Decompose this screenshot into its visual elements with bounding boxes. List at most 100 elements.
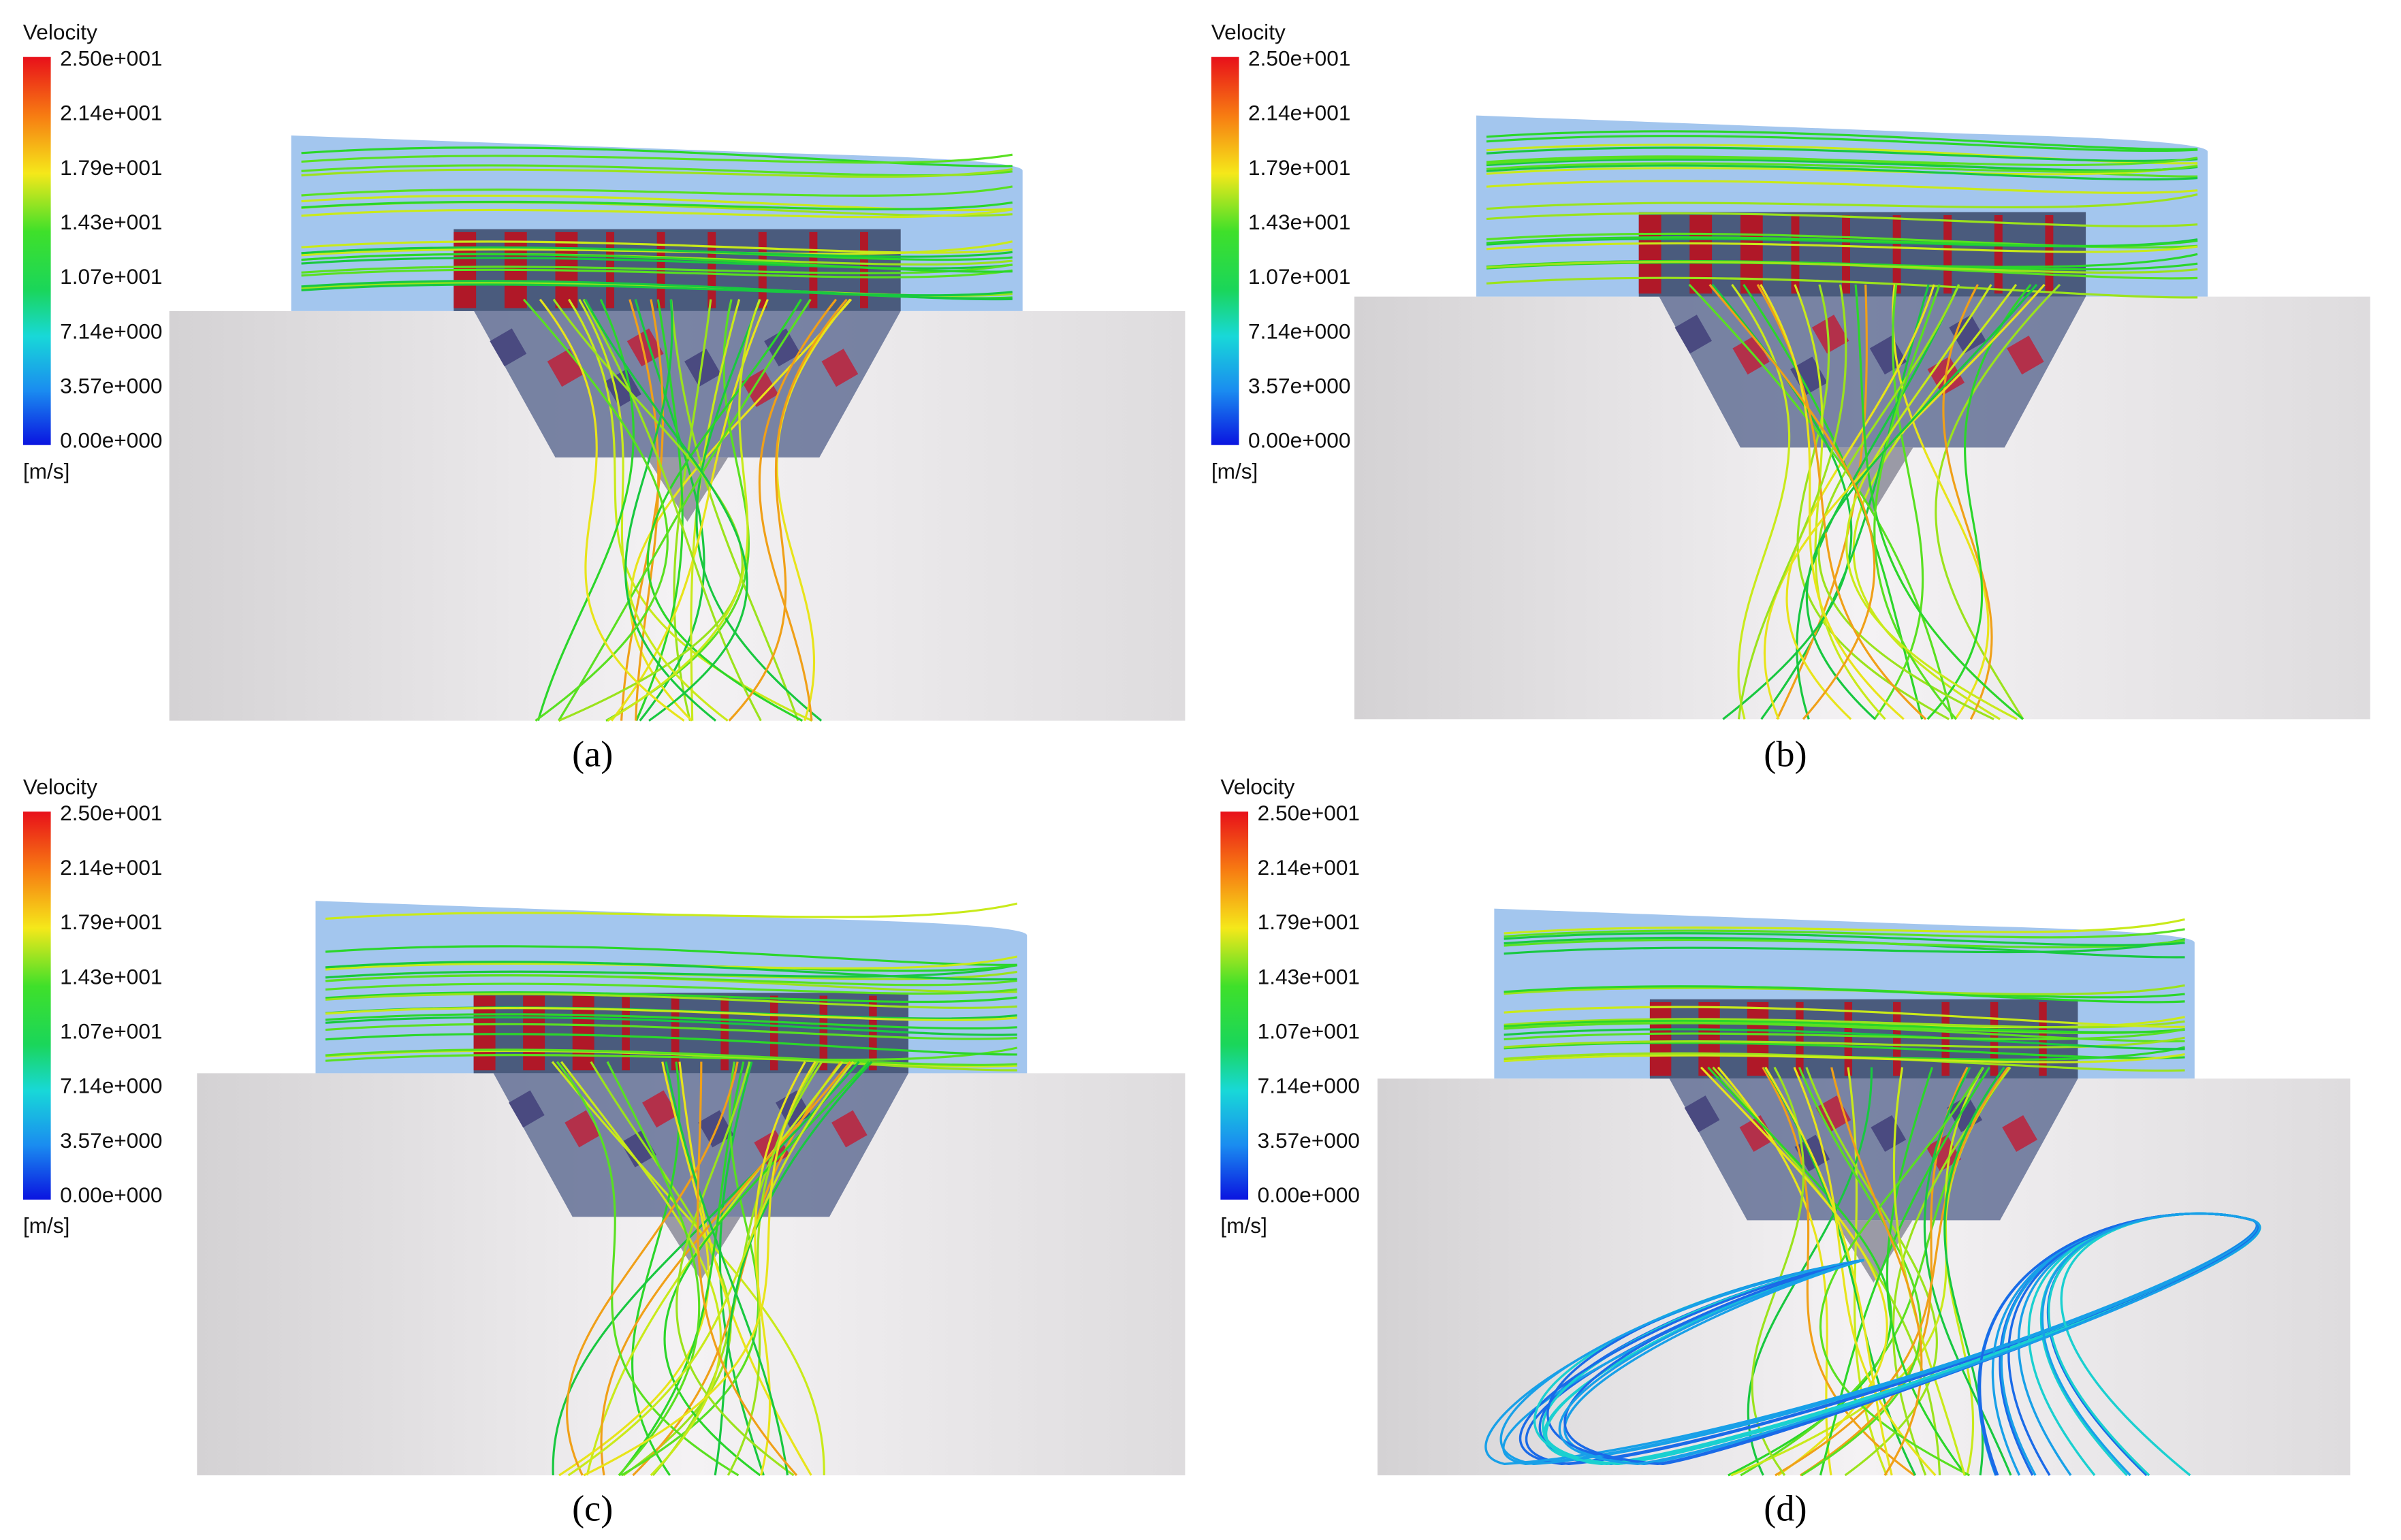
panel-label: (c) — [572, 1488, 613, 1529]
legend-tick-label: 7.14e+000 — [1258, 1074, 1360, 1098]
streamline — [1737, 284, 1847, 720]
cone-vane — [490, 328, 527, 367]
streamline — [539, 298, 685, 722]
streamline — [678, 1061, 812, 1476]
cone-vane — [642, 1090, 678, 1128]
streamline — [1504, 1042, 2185, 1059]
vane — [758, 231, 767, 308]
streamline — [1845, 284, 2018, 720]
streamline — [665, 1061, 789, 1476]
streamline — [754, 1061, 806, 1476]
cone-vane — [1739, 1114, 1775, 1152]
streamline — [1708, 283, 1876, 720]
streamline — [325, 1033, 1017, 1056]
streamline — [301, 257, 1013, 270]
streamline — [1793, 1067, 1937, 1477]
cone-vane — [1732, 336, 1770, 375]
streamline — [301, 194, 1013, 212]
streamline — [325, 902, 1018, 920]
streamline — [551, 1061, 825, 1476]
streamline — [624, 299, 717, 722]
cone-vane — [1790, 356, 1828, 396]
streamline — [1798, 1067, 1922, 1477]
legend-title: Velocity — [1220, 774, 1294, 799]
streamline — [1504, 1036, 2185, 1048]
streamline — [301, 208, 1013, 219]
legend-tick-label: 7.14e+000 — [60, 319, 162, 343]
streamline — [301, 153, 1013, 164]
cone-vane — [1926, 1134, 1962, 1172]
color-bar — [1211, 57, 1239, 445]
streamline — [301, 240, 1013, 254]
streamline — [582, 298, 762, 722]
legend-tick-label: 2.14e+001 — [60, 101, 162, 125]
streamline — [558, 298, 812, 722]
streamline — [1504, 932, 2185, 946]
streamline — [1819, 1066, 1984, 1477]
vane — [1844, 1001, 1853, 1076]
streamline — [606, 1061, 701, 1477]
streamline — [325, 1013, 1017, 1030]
streamline — [560, 1061, 722, 1477]
streamline — [1486, 212, 2198, 227]
streamline — [325, 974, 1017, 986]
streamline — [583, 1061, 816, 1477]
streamline — [1504, 918, 2185, 935]
streamline — [325, 961, 1017, 981]
streamline — [590, 1061, 732, 1477]
streamline — [718, 1061, 765, 1476]
panel-label: (b) — [1764, 733, 1807, 774]
vane — [860, 231, 868, 308]
legend-tick-label: 1.43e+001 — [1258, 964, 1360, 989]
streamline — [607, 299, 761, 722]
streamline — [646, 298, 804, 722]
legend-tick-label: 3.57e+000 — [1258, 1128, 1360, 1153]
streamline — [325, 945, 1017, 966]
streamline — [758, 298, 838, 721]
legend-title: Velocity — [23, 20, 97, 44]
legend-tick-label: 1.43e+001 — [1248, 210, 1350, 234]
streamline — [1486, 135, 2198, 153]
streamline — [1486, 157, 2198, 166]
panel-label: (d) — [1764, 1488, 1807, 1529]
streamline — [1504, 985, 2185, 1004]
vane — [2045, 214, 2054, 294]
streamline — [301, 283, 1013, 297]
legend-unit: [m/s] — [1220, 1213, 1267, 1238]
streamline — [1805, 1067, 1938, 1477]
legend-tick-label: 1.79e+001 — [1248, 155, 1350, 180]
streamline — [1700, 1066, 1888, 1477]
vane — [1747, 1001, 1769, 1076]
streamline — [1558, 1212, 2261, 1477]
vane — [1994, 214, 2003, 294]
legend-tick-label: 2.50e+001 — [60, 46, 162, 71]
legend-tick-label: 2.50e+001 — [1248, 46, 1350, 71]
streamline — [1796, 284, 1950, 720]
legend-tick-label: 1.07e+001 — [60, 1019, 162, 1044]
streamline — [714, 1061, 873, 1476]
streamline — [1486, 146, 2198, 162]
legend-tick-label: 1.79e+001 — [60, 910, 162, 934]
streamline — [669, 299, 799, 722]
vane — [1689, 214, 1713, 294]
streamline — [675, 1061, 795, 1477]
legend-tick-label: 0.00e+000 — [60, 1183, 162, 1207]
color-bar — [22, 812, 51, 1200]
vane — [1698, 1001, 1720, 1076]
legend-tick-label: 2.50e+001 — [60, 801, 162, 825]
streamline — [325, 1048, 1017, 1066]
streamline — [301, 253, 1013, 273]
streamline — [1486, 193, 2198, 210]
legend-tick-label: 3.57e+000 — [60, 373, 162, 398]
streamline — [1873, 284, 1924, 720]
vane — [1893, 1001, 1901, 1076]
legend-unit: [m/s] — [23, 1213, 70, 1238]
streamline — [301, 280, 1013, 301]
legend-tick-label: 0.00e+000 — [1258, 1183, 1360, 1207]
nozzle — [1834, 1220, 1913, 1283]
legend-tick-label: 2.50e+001 — [1258, 801, 1360, 825]
streamline — [1747, 1067, 1873, 1476]
streamline — [1504, 1028, 2185, 1050]
